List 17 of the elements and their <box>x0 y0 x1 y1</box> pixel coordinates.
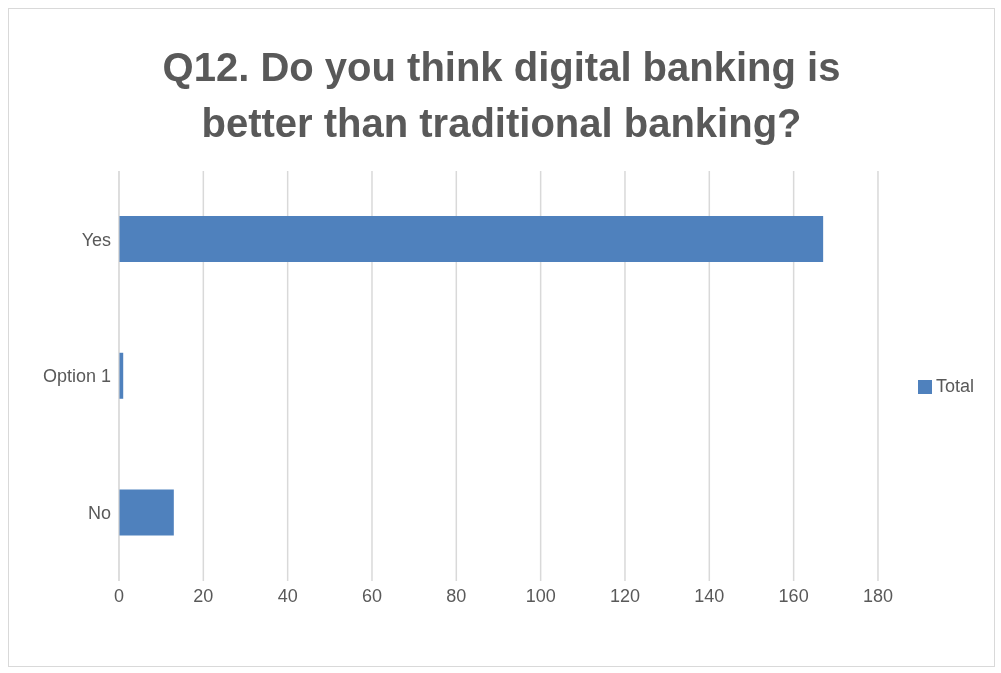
y-tick-label: No <box>87 503 111 524</box>
x-tick-label: 120 <box>609 585 640 606</box>
x-tick-label: 80 <box>446 585 467 606</box>
x-tick-label: 40 <box>277 585 298 606</box>
x-tick-label: 100 <box>525 585 556 606</box>
y-tick-label: Yes <box>81 229 111 250</box>
bar <box>119 216 824 263</box>
bar <box>119 489 174 536</box>
y-tick-label: Option 1 <box>42 366 111 387</box>
chart-title: Q12. Do you think digital banking is better than traditional banking? <box>161 44 842 147</box>
x-tick-label: 180 <box>862 585 893 606</box>
x-tick-label: 60 <box>361 585 383 606</box>
x-tick-label: 160 <box>778 585 809 606</box>
x-tick-label: 20 <box>193 585 214 606</box>
x-tick-label: 0 <box>113 585 125 606</box>
x-tick-label: 140 <box>694 585 725 606</box>
legend-label: Total <box>935 375 974 396</box>
